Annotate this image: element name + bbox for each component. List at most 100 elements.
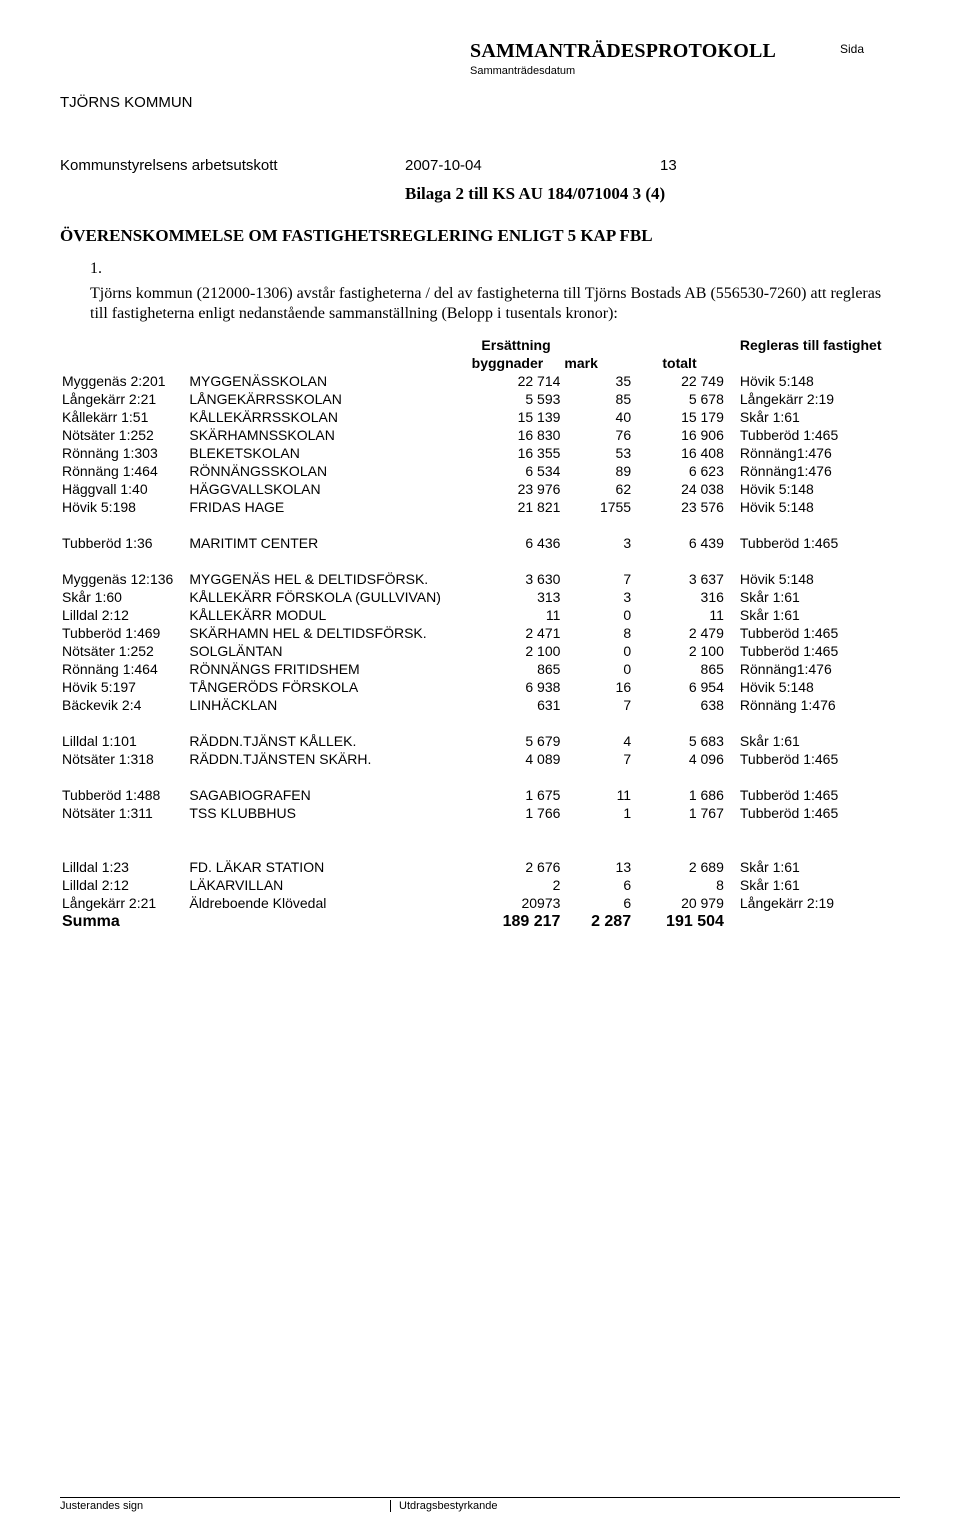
cell-mark: 62 <box>562 480 633 498</box>
cell-name: TÅNGERÖDS FÖRSKOLA <box>187 678 469 696</box>
cell-name: MYGGENÄS HEL & DELTIDSFÖRSK. <box>187 570 469 588</box>
summa-bygg: 189 217 <box>470 912 563 932</box>
cell-tot: 16 408 <box>633 444 726 462</box>
table-row: Nötsäter 1:252SKÄRHAMNSSKOLAN16 8307616 … <box>60 426 900 444</box>
cell-prop: Nötsäter 1:311 <box>60 804 187 822</box>
cell-bygg: 313 <box>470 588 563 606</box>
cell-prop: Lilldal 2:12 <box>60 606 187 624</box>
bilaga-heading: Bilaga 2 till KS AU 184/071004 3 (4) <box>405 184 900 204</box>
cell-name: LÅNGEKÄRRSSKOLAN <box>187 390 469 408</box>
cell-bygg: 2 100 <box>470 642 563 660</box>
cell-mark: 16 <box>562 678 633 696</box>
cell-mark: 6 <box>562 894 633 912</box>
cell-mark: 7 <box>562 696 633 714</box>
cell-mark: 3 <box>562 534 633 552</box>
cell-prop: Tubberöd 1:36 <box>60 534 187 552</box>
cell-reg: Hövik 5:148 <box>726 498 900 516</box>
table-row: Rönnäng 1:464RÖNNÄNGSSKOLAN6 534896 623R… <box>60 462 900 480</box>
cell-mark: 7 <box>562 750 633 768</box>
cell-tot: 16 906 <box>633 426 726 444</box>
cell-reg: Skår 1:61 <box>726 858 900 876</box>
cell-tot: 2 100 <box>633 642 726 660</box>
cell-mark: 11 <box>562 786 633 804</box>
cell-prop: Rönnäng 1:464 <box>60 462 187 480</box>
table-row: Långekärr 2:21Äldreboende Klövedal209736… <box>60 894 900 912</box>
cell-mark: 13 <box>562 858 633 876</box>
cell-name: MYGGENÄSSKOLAN <box>187 372 469 390</box>
cell-reg: Rönnäng1:476 <box>726 660 900 678</box>
table-row: Lilldal 2:12LÄKARVILLAN268Skår 1:61 <box>60 876 900 894</box>
cell-prop: Bäckevik 2:4 <box>60 696 187 714</box>
cell-name: Äldreboende Klövedal <box>187 894 469 912</box>
cell-tot: 22 749 <box>633 372 726 390</box>
cell-tot: 5 678 <box>633 390 726 408</box>
cell-prop: Lilldal 1:23 <box>60 858 187 876</box>
cell-mark: 0 <box>562 660 633 678</box>
cell-prop: Hövik 5:198 <box>60 498 187 516</box>
cell-reg: Hövik 5:148 <box>726 372 900 390</box>
table-row: Lilldal 1:101RÄDDN.TJÄNST KÅLLEK.5 67945… <box>60 732 900 750</box>
cell-name: FRIDAS HAGE <box>187 498 469 516</box>
cell-prop: Rönnäng 1:464 <box>60 660 187 678</box>
table-row: Långekärr 2:21LÅNGEKÄRRSSKOLAN5 593855 6… <box>60 390 900 408</box>
cell-bygg: 6 534 <box>470 462 563 480</box>
cell-reg: Rönnäng1:476 <box>726 444 900 462</box>
cell-mark: 6 <box>562 876 633 894</box>
table-row: Hövik 5:198FRIDAS HAGE21 821175523 576Hö… <box>60 498 900 516</box>
cell-bygg: 22 714 <box>470 372 563 390</box>
cell-tot: 5 683 <box>633 732 726 750</box>
cell-bygg: 1 675 <box>470 786 563 804</box>
table-row: Skår 1:60KÅLLEKÄRR FÖRSKOLA (GULLVIVAN)3… <box>60 588 900 606</box>
cell-bygg: 21 821 <box>470 498 563 516</box>
cell-reg: Tubberöd 1:465 <box>726 786 900 804</box>
col-totalt: totalt <box>633 354 726 372</box>
summa-row: Summa189 2172 287191 504 <box>60 912 900 932</box>
summa-tot: 191 504 <box>633 912 726 932</box>
spacer-row <box>60 516 900 534</box>
table-row: Rönnäng 1:464RÖNNÄNGS FRITIDSHEM8650865R… <box>60 660 900 678</box>
meeting-date-label: Sammanträdesdatum <box>470 65 840 77</box>
cell-prop: Myggenäs 2:201 <box>60 372 187 390</box>
meeting-group: Kommunstyrelsens arbetsutskott <box>60 157 405 174</box>
cell-prop: Häggvall 1:40 <box>60 480 187 498</box>
cell-reg: Skår 1:61 <box>726 408 900 426</box>
cell-tot: 865 <box>633 660 726 678</box>
cell-reg: Tubberöd 1:465 <box>726 426 900 444</box>
cell-tot: 6 954 <box>633 678 726 696</box>
table-row: Nötsäter 1:311TSS KLUBBHUS1 76611 767Tub… <box>60 804 900 822</box>
cell-prop: Skår 1:60 <box>60 588 187 606</box>
page-footer: Justerandes sign Utdragsbestyrkande <box>60 1497 900 1512</box>
cell-reg: Skår 1:61 <box>726 588 900 606</box>
cell-bygg: 5 679 <box>470 732 563 750</box>
table-row: Nötsäter 1:252SOLGLÄNTAN2 10002 100Tubbe… <box>60 642 900 660</box>
spacer-row <box>60 552 900 570</box>
cell-prop: Rönnäng 1:303 <box>60 444 187 462</box>
table-row: Rönnäng 1:303BLEKETSKOLAN16 3555316 408R… <box>60 444 900 462</box>
cell-name: SKÄRHAMN HEL & DELTIDSFÖRSK. <box>187 624 469 642</box>
cell-tot: 6 623 <box>633 462 726 480</box>
cell-tot: 638 <box>633 696 726 714</box>
body-text: Tjörns kommun (212000-1306) avstår fasti… <box>90 284 900 324</box>
cell-mark: 40 <box>562 408 633 426</box>
cell-tot: 2 689 <box>633 858 726 876</box>
page-header: TJÖRNS KOMMUN SAMMANTRÄDESPROTOKOLL Samm… <box>60 40 900 111</box>
meeting-row: Kommunstyrelsens arbetsutskott 2007-10-0… <box>60 157 900 174</box>
cell-tot: 24 038 <box>633 480 726 498</box>
table-row: Bäckevik 2:4LINHÄCKLAN6317638Rönnäng 1:4… <box>60 696 900 714</box>
cell-mark: 8 <box>562 624 633 642</box>
cell-name: RÄDDN.TJÄNSTEN SKÄRH. <box>187 750 469 768</box>
cell-name: LINHÄCKLAN <box>187 696 469 714</box>
table-body: Myggenäs 2:201MYGGENÄSSKOLAN22 7143522 7… <box>60 372 900 932</box>
cell-bygg: 1 766 <box>470 804 563 822</box>
cell-reg: Hövik 5:148 <box>726 678 900 696</box>
cell-mark: 4 <box>562 732 633 750</box>
cell-reg: Långekärr 2:19 <box>726 894 900 912</box>
cell-mark: 53 <box>562 444 633 462</box>
cell-prop: Nötsäter 1:318 <box>60 750 187 768</box>
cell-bygg: 2 676 <box>470 858 563 876</box>
table-row: Tubberöd 1:469SKÄRHAMN HEL & DELTIDSFÖRS… <box>60 624 900 642</box>
cell-mark: 1755 <box>562 498 633 516</box>
cell-bygg: 631 <box>470 696 563 714</box>
cell-prop: Hövik 5:197 <box>60 678 187 696</box>
cell-name: SAGABIOGRAFEN <box>187 786 469 804</box>
